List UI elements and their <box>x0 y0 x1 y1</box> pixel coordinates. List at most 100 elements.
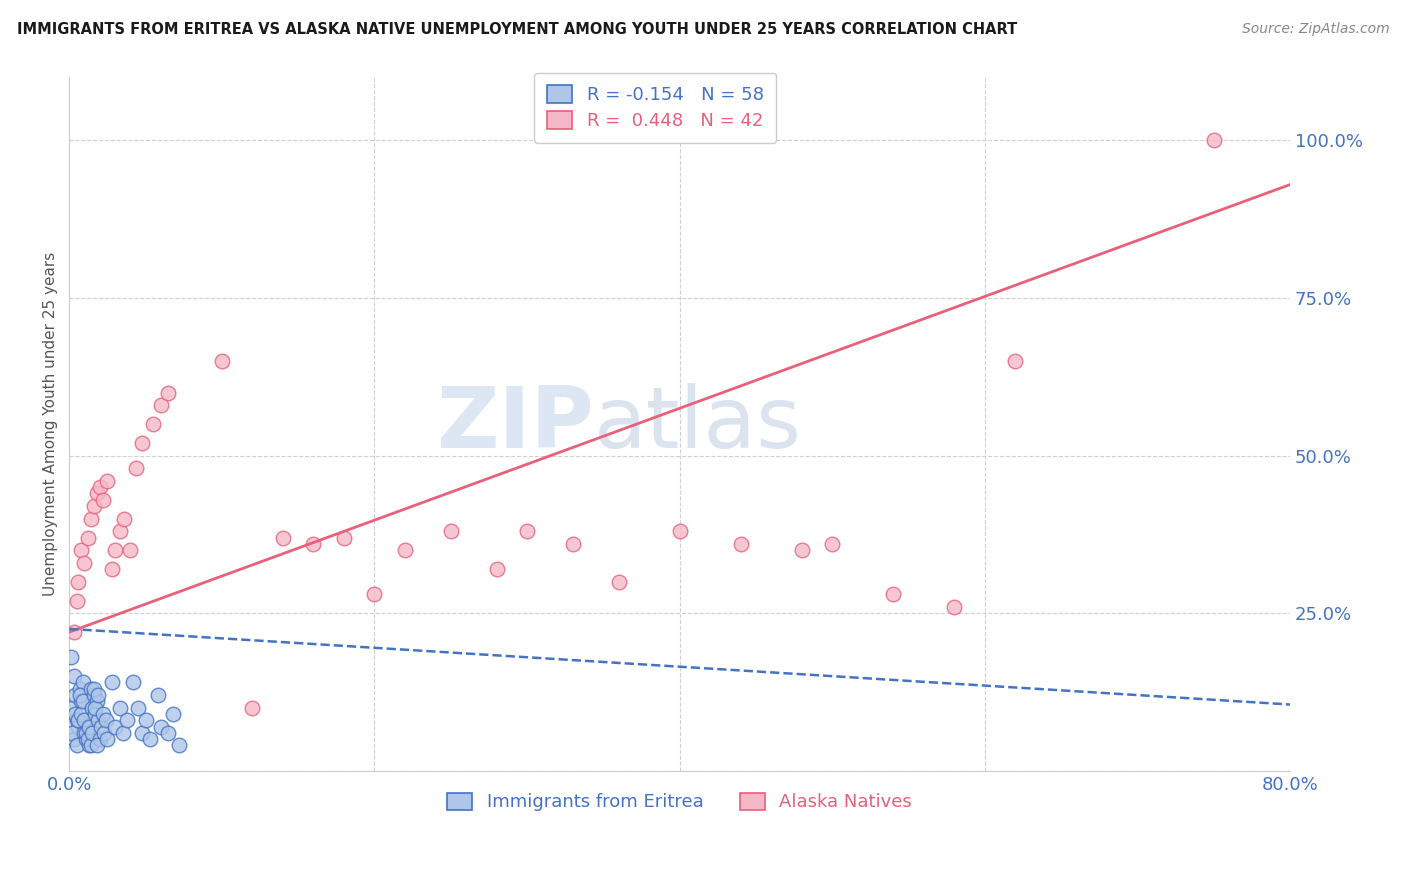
Point <box>131 436 153 450</box>
Point <box>70 543 93 558</box>
Text: IMMIGRANTS FROM ERITREA VS ALASKA NATIVE UNEMPLOYMENT AMONG YOUTH UNDER 25 YEARS: IMMIGRANTS FROM ERITREA VS ALASKA NATIVE… <box>17 22 1017 37</box>
Point <box>87 688 110 702</box>
Point <box>89 480 111 494</box>
Point <box>561 537 583 551</box>
Point <box>60 700 83 714</box>
Point <box>115 713 138 727</box>
Point <box>730 537 752 551</box>
Point <box>149 398 172 412</box>
Point <box>363 587 385 601</box>
Point <box>73 713 96 727</box>
Point <box>440 524 463 539</box>
Point <box>72 675 94 690</box>
Point <box>485 562 508 576</box>
Point <box>943 599 966 614</box>
Point <box>70 694 93 708</box>
Point <box>101 675 124 690</box>
Point <box>882 587 904 601</box>
Point <box>77 739 100 753</box>
Point <box>790 543 813 558</box>
Point <box>62 669 84 683</box>
Point <box>271 531 294 545</box>
Point <box>122 675 145 690</box>
Point <box>79 739 101 753</box>
Text: atlas: atlas <box>595 383 803 466</box>
Point <box>125 461 148 475</box>
Point <box>83 681 105 696</box>
Y-axis label: Unemployment Among Youth under 25 years: Unemployment Among Youth under 25 years <box>44 252 58 596</box>
Point <box>89 732 111 747</box>
Point <box>146 688 169 702</box>
Point <box>167 739 190 753</box>
Point <box>62 625 84 640</box>
Text: ZIP: ZIP <box>436 383 595 466</box>
Point <box>91 706 114 721</box>
Point <box>83 688 105 702</box>
Point <box>394 543 416 558</box>
Point <box>79 681 101 696</box>
Point <box>1004 354 1026 368</box>
Point <box>82 726 104 740</box>
Point <box>86 486 108 500</box>
Point <box>87 713 110 727</box>
Point <box>76 732 98 747</box>
Point <box>131 726 153 740</box>
Point <box>607 574 630 589</box>
Point <box>1202 133 1225 147</box>
Point <box>96 732 118 747</box>
Point <box>65 688 87 702</box>
Point <box>86 694 108 708</box>
Point <box>83 499 105 513</box>
Point <box>90 720 112 734</box>
Point <box>84 706 107 721</box>
Point <box>69 681 91 696</box>
Point <box>76 531 98 545</box>
Point <box>67 574 90 589</box>
Point <box>79 511 101 525</box>
Point <box>82 700 104 714</box>
Point <box>127 700 149 714</box>
Point <box>240 700 263 714</box>
Point <box>149 720 172 734</box>
Point <box>211 354 233 368</box>
Point <box>66 739 89 753</box>
Point <box>112 511 135 525</box>
Point <box>108 524 131 539</box>
Point <box>516 524 538 539</box>
Point <box>142 417 165 431</box>
Point <box>84 700 107 714</box>
Point <box>101 562 124 576</box>
Point <box>96 474 118 488</box>
Point <box>60 726 83 740</box>
Point <box>302 537 325 551</box>
Point <box>162 706 184 721</box>
Point <box>72 694 94 708</box>
Point <box>77 720 100 734</box>
Point <box>86 739 108 753</box>
Point <box>157 726 180 740</box>
Point <box>67 720 90 734</box>
Text: Source: ZipAtlas.com: Source: ZipAtlas.com <box>1241 22 1389 37</box>
Legend: Immigrants from Eritrea, Alaska Natives: Immigrants from Eritrea, Alaska Natives <box>434 780 925 824</box>
Point <box>67 713 90 727</box>
Point <box>73 726 96 740</box>
Point <box>139 732 162 747</box>
Point <box>93 726 115 740</box>
Point <box>76 720 98 734</box>
Point <box>821 537 844 551</box>
Point <box>94 713 117 727</box>
Point <box>157 385 180 400</box>
Point <box>66 593 89 607</box>
Point <box>120 543 142 558</box>
Point <box>135 713 157 727</box>
Point <box>111 726 134 740</box>
Point <box>65 706 87 721</box>
Point <box>66 713 89 727</box>
Point <box>73 556 96 570</box>
Point <box>104 543 127 558</box>
Point <box>104 720 127 734</box>
Point <box>75 732 97 747</box>
Point <box>62 732 84 747</box>
Point <box>69 688 91 702</box>
Point <box>668 524 690 539</box>
